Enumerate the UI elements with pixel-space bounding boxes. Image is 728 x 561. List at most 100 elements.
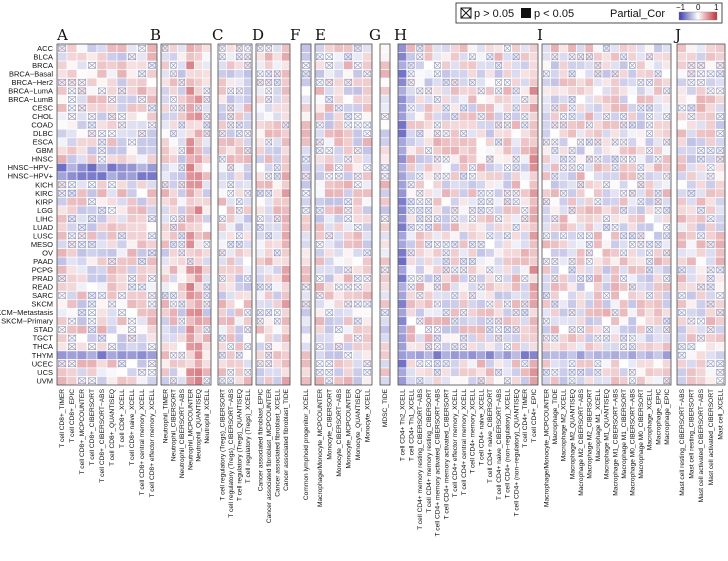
heatmap-cell	[458, 248, 469, 258]
ns-marker-cross	[603, 334, 610, 342]
ns-marker-cross	[469, 79, 476, 86]
heatmap-cell	[243, 171, 253, 181]
ns-marker-box	[646, 130, 653, 137]
ns-marker-box	[521, 300, 529, 308]
heatmap-cell	[343, 137, 354, 147]
heatmap-cell	[226, 137, 236, 147]
panel-frame	[160, 43, 212, 386]
heatmap-cell	[686, 222, 697, 232]
heatmap-cell	[636, 60, 646, 70]
heatmap-cell	[76, 43, 88, 53]
ns-marker-box	[407, 249, 415, 257]
heatmap-cell	[106, 376, 118, 386]
heatmap-cell	[415, 342, 425, 352]
ns-marker-cross	[68, 334, 76, 342]
heatmap-cell	[194, 265, 203, 275]
heatmap-cell	[362, 146, 373, 156]
heatmap-cell	[194, 111, 203, 122]
ns-marker-box	[425, 343, 432, 350]
panel-a: AT cell CD8+_TIMER T cell CD8+_EPIC T cell…	[56, 26, 158, 497]
heatmap-cell	[662, 77, 672, 87]
heatmap-cell	[441, 290, 451, 301]
row-label-16: KICH	[35, 180, 53, 189]
ns-marker-box	[363, 300, 371, 308]
ns-marker-box	[407, 104, 415, 112]
heatmap-cell	[243, 163, 253, 173]
heatmap-cell	[333, 146, 344, 156]
heatmap-cell	[715, 350, 726, 360]
heatmap-cell	[653, 342, 663, 352]
ns-marker-box	[663, 377, 670, 384]
heatmap-cell	[234, 282, 244, 292]
heatmap-cell	[136, 120, 148, 130]
ns-marker-cross	[407, 207, 415, 214]
heatmap-cell	[567, 239, 577, 249]
heatmap-cell	[476, 94, 486, 104]
ns-marker-box	[227, 241, 234, 248]
heatmap-cell	[450, 367, 460, 377]
ns-marker-box	[78, 87, 86, 95]
heatmap-cell	[86, 137, 98, 147]
legend-color-bar	[678, 11, 718, 21]
heatmap-cell	[300, 163, 312, 173]
row-label-5: BRCA−LumA	[8, 86, 53, 95]
ns-marker-box	[138, 45, 146, 52]
heatmap-cell	[56, 316, 68, 326]
ns-marker-box	[504, 45, 511, 52]
heatmap-cell	[432, 231, 443, 241]
ns-marker-box	[227, 181, 234, 188]
ns-marker-box	[460, 172, 467, 180]
heatmap-cell	[314, 163, 325, 173]
heatmap-cell	[584, 128, 594, 139]
heatmap-cell	[255, 128, 265, 139]
ns-marker-box	[162, 181, 169, 188]
heatmap-cell	[217, 69, 227, 79]
heatmap-cell	[558, 52, 569, 62]
heatmap-cell	[541, 214, 551, 224]
ns-marker-cross	[594, 70, 602, 77]
heatmap-cell	[541, 359, 551, 369]
ns-marker-box	[620, 155, 627, 163]
ns-marker-box	[442, 249, 450, 257]
heatmap-cell	[423, 77, 434, 87]
ns-marker-cross	[706, 266, 715, 274]
heatmap-cell	[653, 43, 663, 53]
heatmap-cell	[160, 231, 170, 241]
heatmap-cell	[485, 137, 495, 147]
heatmap-cell	[169, 197, 178, 207]
heatmap-cell	[234, 154, 244, 164]
ns-marker-box	[118, 360, 126, 367]
ns-marker-cross	[425, 207, 432, 214]
heatmap-cell	[300, 350, 312, 360]
ns-marker-cross	[425, 360, 432, 367]
heatmap-cell	[333, 60, 344, 70]
ns-marker-cross	[68, 241, 76, 248]
heatmap-cell	[715, 333, 726, 343]
heatmap-cell	[343, 256, 354, 266]
heatmap-cell	[76, 290, 88, 301]
ns-marker-cross	[495, 326, 502, 333]
heatmap-cell	[96, 188, 108, 198]
heatmap-cell	[146, 222, 158, 232]
heatmap-cell	[541, 52, 551, 62]
ns-marker-box	[646, 249, 653, 257]
ns-marker-box	[594, 368, 602, 376]
panel-label-i: I	[537, 26, 543, 44]
ns-marker-box	[407, 70, 415, 78]
ns-marker-cross	[486, 317, 494, 325]
heatmap-cell	[567, 120, 577, 130]
row-label-3: BRCA−Basal	[9, 69, 53, 78]
heatmap-cell	[441, 214, 451, 224]
heatmap-cell	[705, 248, 716, 258]
heatmap-cell	[476, 128, 486, 139]
heatmap-cell	[202, 163, 212, 173]
heatmap-cell	[627, 43, 637, 53]
ns-marker-cross	[663, 249, 670, 257]
ns-marker-cross	[425, 147, 432, 154]
heatmap-cell	[502, 154, 513, 164]
heatmap-cell	[450, 103, 460, 113]
ns-marker-box	[219, 249, 226, 257]
column-label: Mast cell resting_CIBERSORT−ABS	[679, 388, 686, 495]
ns-marker-cross	[716, 155, 724, 163]
heatmap-cell	[576, 265, 586, 275]
